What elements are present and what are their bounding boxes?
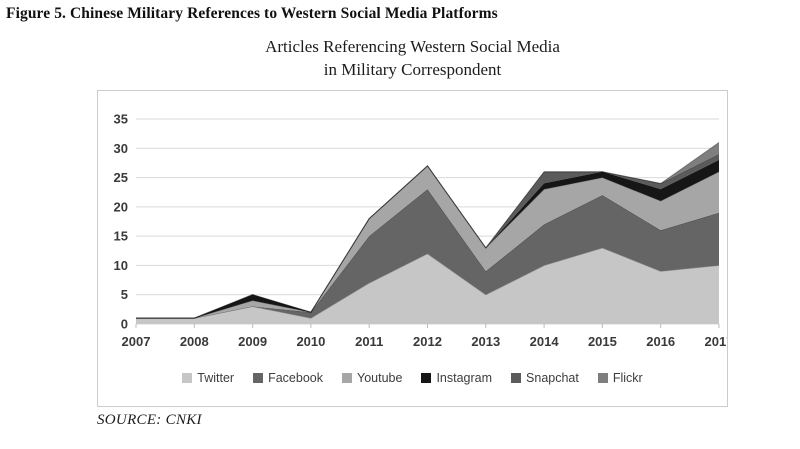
x-tick-label-2014: 2014 [530, 334, 560, 349]
y-tick-label-0: 0 [121, 317, 128, 332]
legend-label-flickr: Flickr [612, 371, 643, 385]
figure-caption: Figure 5. Chinese Military References to… [6, 5, 498, 22]
chart-frame: 0 5 10 15 20 25 30 35 2007 2008 2009 2010 2011 2012 20… [97, 90, 728, 407]
x-tick-label-2015: 2015 [588, 334, 617, 349]
area-youtube [136, 165, 719, 319]
source-note: SOURCE: CNKI [97, 412, 202, 428]
area-facebook [136, 189, 719, 319]
legend-label-facebook: Facebook [268, 371, 323, 385]
x-tick-label-2017: 2017 [705, 334, 727, 349]
y-tick-label-20: 20 [114, 199, 128, 214]
legend-swatch-flickr [597, 373, 608, 383]
area-edge-snapchat [136, 153, 720, 319]
x-tick-label-2016: 2016 [646, 334, 675, 349]
chart-title-line1: Articles Referencing Western Social Medi… [265, 37, 560, 56]
area-edge-youtube [136, 165, 720, 319]
stacked-area-chart: 0 5 10 15 20 25 30 35 2007 2008 2009 2010 2011 2012 20… [114, 112, 727, 350]
legend-item-facebook: Facebook [253, 371, 323, 385]
y-tick-label-30: 30 [114, 141, 128, 156]
x-tick-label-2008: 2008 [180, 334, 209, 349]
x-tick-label-2010: 2010 [296, 334, 325, 349]
chart-title: Articles Referencing Western Social Medi… [97, 36, 728, 82]
legend-label-instagram: Instagram [436, 371, 493, 385]
y-tick-label-5: 5 [121, 287, 128, 302]
legend-item-flickr: Flickr [597, 371, 643, 385]
area-edge-instagram [136, 159, 720, 319]
legend-label-twitter: Twitter [197, 371, 235, 385]
chart-legend: Twitter Facebook Youtube Instagram Snapchat F… [98, 371, 727, 385]
x-tick-label-2007: 2007 [122, 334, 151, 349]
legend-label-youtube: Youtube [357, 371, 403, 385]
legend-item-youtube: Youtube [342, 371, 402, 385]
area-edge-flickr [136, 142, 720, 319]
legend-item-instagram: Instagram [421, 371, 492, 385]
y-tick-label-10: 10 [114, 258, 128, 273]
x-tick-label-2013: 2013 [471, 334, 500, 349]
x-tick-label-2012: 2012 [413, 334, 442, 349]
legend-label-snapchat: Snapchat [526, 371, 579, 385]
legend-swatch-facebook [253, 373, 264, 383]
legend-swatch-snapchat [511, 373, 522, 383]
y-tick-label-25: 25 [114, 170, 128, 185]
legend-swatch-twitter [182, 373, 193, 383]
y-tick-label-15: 15 [114, 229, 128, 244]
legend-swatch-youtube [342, 373, 352, 383]
area-twitter [136, 247, 719, 324]
x-tick-label-2011: 2011 [355, 334, 383, 349]
legend-swatch-instagram [421, 373, 432, 383]
legend-item-snapchat: Snapchat [511, 371, 579, 385]
legend-item-twitter: Twitter [182, 371, 234, 385]
x-tick-label-2009: 2009 [238, 334, 267, 349]
chart-title-line2: in Military Correspondent [323, 59, 502, 79]
y-tick-label-35: 35 [114, 112, 128, 127]
